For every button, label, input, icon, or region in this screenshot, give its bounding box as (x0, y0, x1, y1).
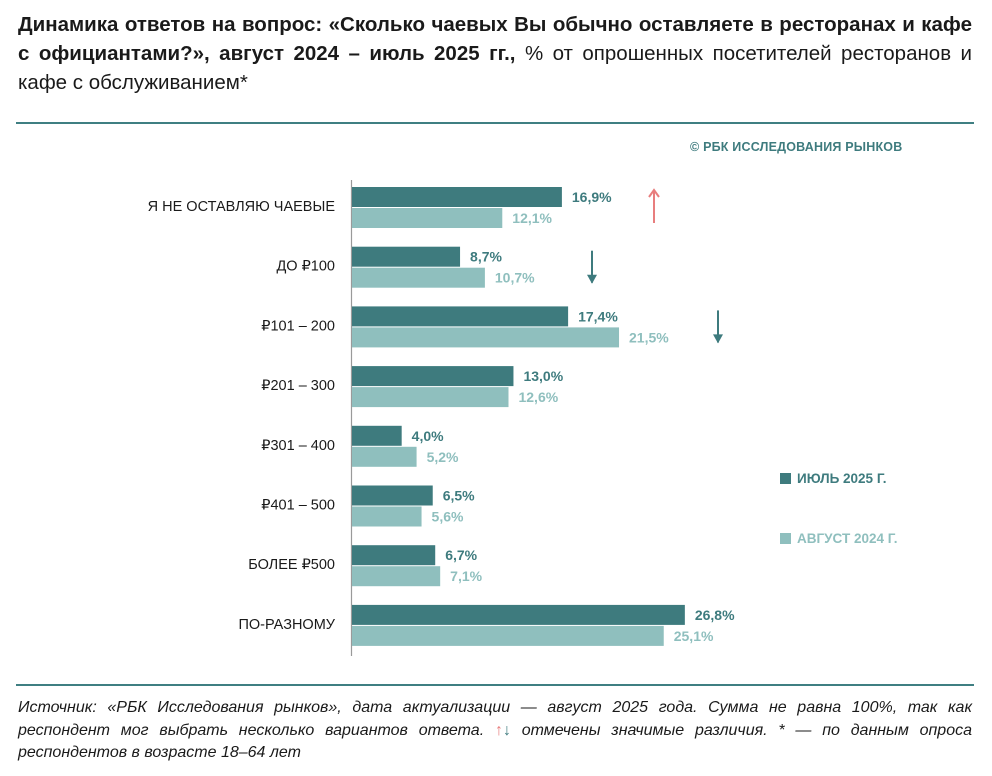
category-label: ₽401 – 500 (261, 498, 335, 514)
value-label-july: 26,8% (695, 607, 735, 623)
value-label-july: 6,5% (443, 488, 475, 504)
value-label-july: 13,0% (523, 368, 563, 384)
value-label-august: 21,5% (629, 329, 669, 345)
bar-chart: Я НЕ ОСТАВЛЯЮ ЧАЕВЫЕ 16,9% 12,1% ДО ₽100 8,7… (148, 180, 735, 656)
legend-label-august: АВГУСТ 2024 Г. (797, 531, 898, 546)
value-label-july: 17,4% (578, 308, 618, 324)
significance-down-arrowhead (713, 334, 723, 344)
bar-july (352, 306, 569, 327)
footnote-part2: отмечены значимые различия. * — по данны… (18, 721, 972, 762)
bar-august (352, 387, 509, 408)
up-arrow-icon: ↑ (494, 721, 503, 739)
bar-august (352, 506, 422, 527)
category-label: ДО ₽100 (276, 259, 335, 275)
footnote-part1: Источник: «РБК Исследования рынков», дат… (18, 699, 972, 739)
bar-july (352, 425, 402, 446)
value-label-august: 10,7% (495, 270, 535, 286)
top-divider (16, 122, 974, 124)
bar-august (352, 446, 417, 467)
significance-down-arrowhead (587, 274, 597, 284)
bar-july (352, 246, 461, 267)
title-normal: % от опрошенных посетителей ресторанов и… (18, 42, 972, 94)
category-label: ПО-РАЗНОМУ (238, 617, 335, 633)
value-label-july: 16,9% (572, 189, 612, 205)
bar-july (352, 366, 514, 387)
legend-swatch-august (780, 533, 791, 544)
footnote: Источник: «РБК Исследования рынков», дат… (18, 697, 972, 765)
value-label-august: 7,1% (450, 568, 482, 584)
significance-up-arrowhead (648, 188, 660, 198)
down-arrow-icon: ↓ (502, 721, 511, 739)
value-label-july: 8,7% (470, 249, 502, 265)
value-label-august: 5,2% (427, 449, 459, 465)
bar-july (352, 187, 562, 207)
bar-august (352, 625, 664, 646)
value-label-august: 25,1% (674, 628, 714, 644)
category-label: БОЛЕЕ ₽500 (248, 557, 335, 573)
legend-item-july: ИЮЛЬ 2025 Г. (780, 471, 887, 486)
legend-label-july: ИЮЛЬ 2025 Г. (797, 471, 887, 486)
category-label: Я НЕ ОСТАВЛЯЮ ЧАЕВЫЕ (148, 199, 336, 215)
legend-swatch-july (780, 473, 791, 484)
value-label-july: 4,0% (412, 428, 444, 444)
value-label-august: 5,6% (432, 509, 464, 525)
category-label: ₽201 – 300 (261, 378, 335, 394)
legend-item-august: АВГУСТ 2024 Г. (780, 531, 897, 546)
value-label-august: 12,1% (512, 210, 552, 226)
bar-august (352, 566, 441, 587)
bar-august (352, 208, 503, 228)
copyright: © РБК ИССЛЕДОВАНИЯ РЫНКОВ (690, 140, 903, 154)
bar-july (352, 604, 685, 625)
bar-august (352, 327, 620, 348)
bar-july (352, 545, 436, 566)
bottom-divider (16, 684, 974, 686)
title-bold: Динамика ответов на вопрос: «Сколько чае… (18, 13, 972, 65)
category-label: ₽301 – 400 (261, 438, 335, 454)
chart-title: Динамика ответов на вопрос: «Сколько чае… (18, 10, 972, 97)
bar-august (352, 267, 485, 288)
bar-july (352, 485, 433, 506)
value-label-august: 12,6% (518, 389, 558, 405)
category-label: ₽101 – 200 (261, 318, 335, 334)
value-label-july: 6,7% (445, 547, 477, 563)
